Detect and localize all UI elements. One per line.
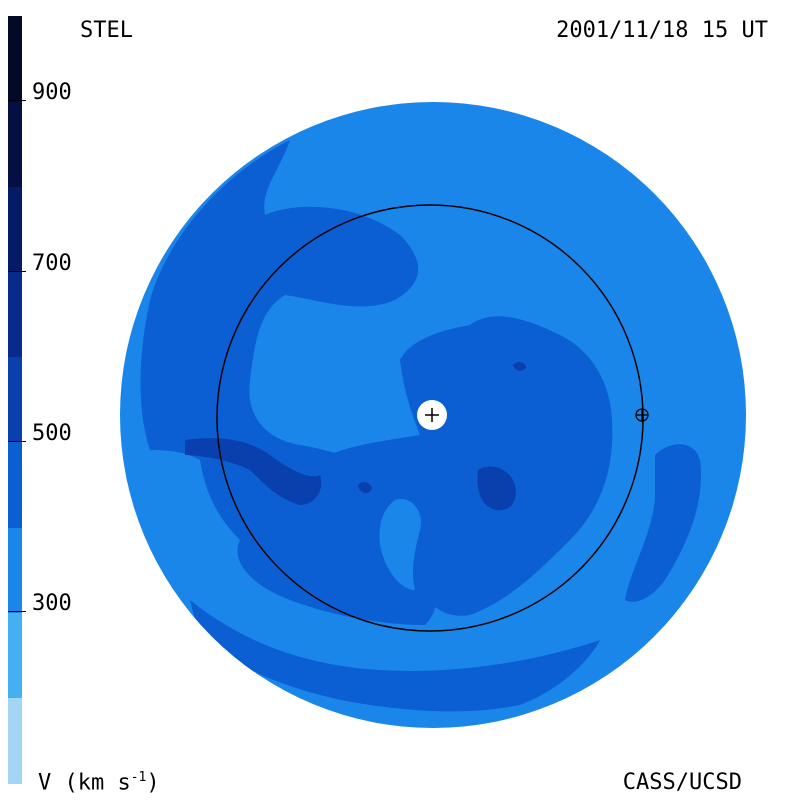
high-speed-patch-west (185, 438, 322, 505)
colorbar-label-300: 300 (32, 591, 72, 616)
colorbar-label-900: 900 (32, 80, 72, 105)
observatory-label: STEL (80, 18, 133, 43)
unit-label: V (km s-1) (38, 770, 160, 795)
colorbar-band-3 (8, 187, 22, 272)
colorbar-band-7 (8, 528, 22, 613)
central-region (330, 316, 613, 616)
right-band-region (625, 444, 701, 602)
colorbar-band-1 (8, 16, 22, 102)
colorbar-label-500: 500 (32, 421, 72, 446)
unit-suffix: ) (146, 770, 160, 796)
unit-exponent: -1 (130, 770, 147, 785)
high-speed-patch-small (358, 482, 372, 494)
colorbar-tick-300 (8, 611, 26, 612)
unit-prefix: V (km s (38, 770, 131, 796)
earth-marker-icon (635, 408, 649, 422)
colorbar-tick-500 (8, 441, 26, 442)
sun-plus-icon (425, 408, 439, 422)
outer-band-region (140, 140, 437, 625)
colorbar-label-700: 700 (32, 251, 72, 276)
colorbar-tick-700 (8, 271, 26, 272)
colorbar-band-4 (8, 272, 22, 357)
earth-orbit (216, 204, 644, 632)
timestamp-label: 2001/11/18 15 UT (556, 18, 768, 43)
high-speed-patch-north (513, 362, 526, 371)
light-region-inner (379, 499, 421, 590)
lower-band-region (190, 600, 600, 712)
high-speed-patch-center (477, 466, 516, 511)
colorbar-band-9 (8, 698, 22, 784)
colorbar-tick-900 (8, 100, 26, 101)
credit-label: CASS/UCSD (622, 770, 742, 795)
colorbar-band-5 (8, 357, 22, 442)
velocity-colorbar (8, 16, 22, 784)
colorbar-band-6 (8, 442, 22, 528)
colorbar-band-8 (8, 613, 22, 698)
colorbar-band-2 (8, 102, 22, 187)
